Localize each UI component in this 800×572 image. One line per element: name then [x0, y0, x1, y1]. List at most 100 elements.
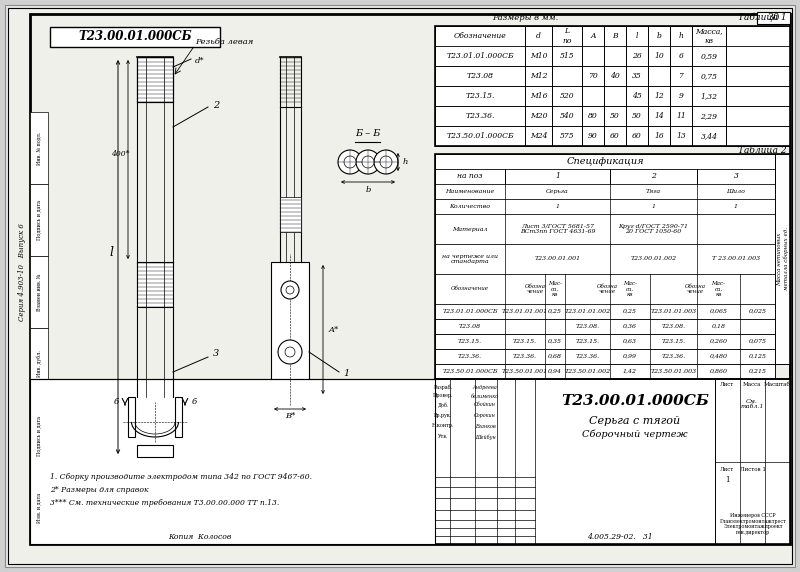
Text: 1: 1 — [734, 204, 738, 209]
Text: Т23.36.: Т23.36. — [662, 354, 686, 359]
Text: Т23.50.01.000СБ: Т23.50.01.000СБ — [442, 369, 498, 374]
Text: Т23.08: Т23.08 — [466, 72, 494, 80]
Text: Андреева: Андреева — [473, 384, 498, 390]
Text: 3,44: 3,44 — [701, 132, 718, 140]
Text: Шейбун: Шейбун — [474, 434, 495, 440]
Text: 2* Размеры для справок: 2* Размеры для справок — [50, 486, 149, 494]
Text: 70: 70 — [588, 72, 598, 80]
Bar — [435, 304, 775, 319]
Text: Масса: Масса — [742, 383, 762, 387]
Text: Т23.50.01.003: Т23.50.01.003 — [650, 369, 697, 374]
Text: Обозна
чение: Обозна чение — [597, 284, 618, 295]
Text: Доб.: Доб. — [438, 402, 449, 408]
Text: 3*** См. технические требования Т3.00.00.000 ТТ п.13.: 3*** См. технические требования Т3.00.00… — [50, 499, 279, 507]
Text: Провер.: Провер. — [433, 394, 454, 399]
Text: М12: М12 — [530, 72, 547, 80]
Text: Изм. и дата: Изм. и дата — [37, 493, 42, 523]
Bar — [50, 27, 220, 47]
Text: б: б — [114, 398, 118, 406]
Text: 0,68: 0,68 — [548, 354, 562, 359]
Text: Обозна
чение: Обозна чение — [525, 284, 546, 295]
Text: Т23.01.01.003: Т23.01.01.003 — [650, 309, 697, 314]
Text: 0,025: 0,025 — [749, 309, 766, 314]
Bar — [435, 319, 775, 334]
Text: 1: 1 — [555, 173, 560, 181]
Text: Мас-
са,
кв: Мас- са, кв — [711, 281, 726, 297]
Text: 575: 575 — [560, 132, 574, 140]
Text: Т23.15.: Т23.15. — [466, 92, 494, 100]
Text: h: h — [403, 158, 408, 166]
Text: В*: В* — [285, 412, 295, 420]
Text: Т23.08.: Т23.08. — [575, 324, 599, 329]
Text: Т23.00.01.002: Т23.00.01.002 — [630, 256, 677, 261]
Circle shape — [338, 150, 362, 174]
Text: 0,075: 0,075 — [749, 339, 766, 344]
Text: Круг d/ГОСТ 2590-71
20 ГОСТ 1050-60: Круг d/ГОСТ 2590-71 20 ГОСТ 1050-60 — [618, 224, 689, 235]
Text: 0,125: 0,125 — [749, 354, 766, 359]
Text: 12: 12 — [654, 92, 664, 100]
Text: Лист: Лист — [720, 383, 734, 387]
Bar — [435, 364, 775, 379]
Text: М10: М10 — [530, 52, 547, 60]
Text: d*: d* — [195, 57, 205, 65]
Text: М16: М16 — [530, 92, 547, 100]
Text: Б – Б: Б – Б — [355, 129, 381, 138]
Text: Т23.36.: Т23.36. — [458, 354, 482, 359]
Circle shape — [278, 340, 302, 364]
Text: б: б — [191, 398, 197, 406]
Text: Т23.00.01.000СБ: Т23.00.01.000СБ — [561, 394, 709, 408]
Text: 40: 40 — [610, 72, 620, 80]
Text: Сбойкин: Сбойкин — [474, 403, 496, 407]
Text: Материал: Материал — [452, 227, 488, 232]
Text: 2: 2 — [213, 101, 219, 109]
Text: Т23.36.: Т23.36. — [575, 354, 599, 359]
Text: 1: 1 — [343, 370, 350, 379]
Text: Лист 3/ГОСТ 5681-57
ВСт3пп ГОСТ 4631-69: Лист 3/ГОСТ 5681-57 ВСт3пп ГОСТ 4631-69 — [520, 224, 595, 235]
Text: 7: 7 — [678, 72, 683, 80]
Text: 30: 30 — [767, 14, 779, 22]
Text: Тяга: Тяга — [646, 189, 661, 194]
Text: 60: 60 — [610, 132, 620, 140]
Text: Н.контр.: Н.контр. — [432, 423, 454, 428]
Text: 520: 520 — [560, 92, 574, 100]
Text: Т23.50.01.002: Т23.50.01.002 — [565, 369, 610, 374]
Text: 515: 515 — [560, 52, 574, 60]
Text: Т23.01.01.002: Т23.01.01.002 — [565, 309, 610, 314]
Bar — [30, 328, 48, 400]
Text: 0,480: 0,480 — [710, 354, 727, 359]
Text: 0,63: 0,63 — [623, 339, 637, 344]
Text: Масштаб: Масштаб — [764, 383, 790, 387]
Text: Мас-
са,
кв: Мас- са, кв — [623, 281, 637, 297]
Text: Размеры в мм.: Размеры в мм. — [492, 14, 558, 22]
Text: 6: 6 — [678, 52, 683, 60]
Bar — [137, 57, 173, 102]
Text: 0,065: 0,065 — [710, 309, 727, 314]
Text: 10: 10 — [654, 52, 664, 60]
Text: Еганков: Еганков — [474, 423, 495, 428]
Text: Вр.рук.: Вр.рук. — [434, 412, 452, 418]
Text: 60: 60 — [632, 132, 642, 140]
Circle shape — [286, 286, 294, 294]
Text: Обозна
чение: Обозна чение — [685, 284, 706, 295]
Circle shape — [356, 150, 380, 174]
Text: L
по: L по — [562, 27, 572, 45]
Text: Т23.15.: Т23.15. — [458, 339, 482, 344]
Text: на чертеже или
стандарта: на чертеже или стандарта — [442, 253, 498, 264]
Bar — [435, 169, 775, 184]
Text: Резьба левая: Резьба левая — [195, 38, 254, 46]
Bar — [435, 126, 790, 146]
Bar — [435, 214, 775, 244]
Text: 0,75: 0,75 — [701, 72, 718, 80]
Bar — [435, 379, 790, 544]
Bar — [128, 397, 135, 437]
Bar — [435, 86, 790, 106]
Text: 80: 80 — [588, 112, 598, 120]
Bar — [757, 12, 790, 24]
Text: 4.005.29-02.   31: 4.005.29-02. 31 — [587, 533, 653, 541]
Text: Шило: Шило — [726, 189, 746, 194]
Bar — [30, 256, 48, 328]
Text: Т23.50.01.000СБ: Т23.50.01.000СБ — [446, 132, 514, 140]
Text: l: l — [109, 245, 113, 259]
Text: 1,32: 1,32 — [701, 92, 718, 100]
Text: 0,18: 0,18 — [711, 324, 726, 329]
